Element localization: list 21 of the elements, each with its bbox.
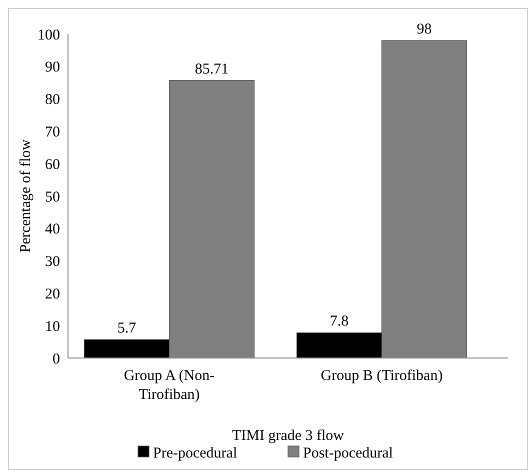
data-label: 5.7: [117, 320, 137, 337]
y-tick-label: 100: [38, 27, 60, 44]
y-tick-label: 40: [45, 222, 60, 238]
y-tick-label: 50: [45, 189, 60, 206]
y-tick-label: 20: [45, 286, 60, 302]
y-tick-label: 30: [45, 254, 60, 270]
data-label: 98: [416, 21, 432, 38]
legend-label: Pre-pocedural: [153, 445, 238, 462]
y-tick-label: 70: [45, 124, 60, 140]
data-label: 85.71: [194, 61, 229, 78]
x-tick-label: Group A (Non-Tirofiban): [124, 368, 215, 403]
y-tick-label: 90: [45, 60, 60, 76]
legend-label: Post-pocedural: [303, 445, 393, 462]
x-tick-label: Group B (Tirofiban): [320, 368, 443, 384]
y-tick-label: 60: [45, 156, 60, 173]
y-tick-label: 10: [45, 318, 60, 335]
y-tick-label: 80: [45, 92, 60, 108]
data-label: 7.8: [330, 314, 349, 330]
x-axis-title: TIMI grade 3 flow: [232, 428, 344, 444]
y-tick-label: 0: [52, 351, 60, 368]
y-axis-title: Percentage of flow: [18, 139, 34, 253]
